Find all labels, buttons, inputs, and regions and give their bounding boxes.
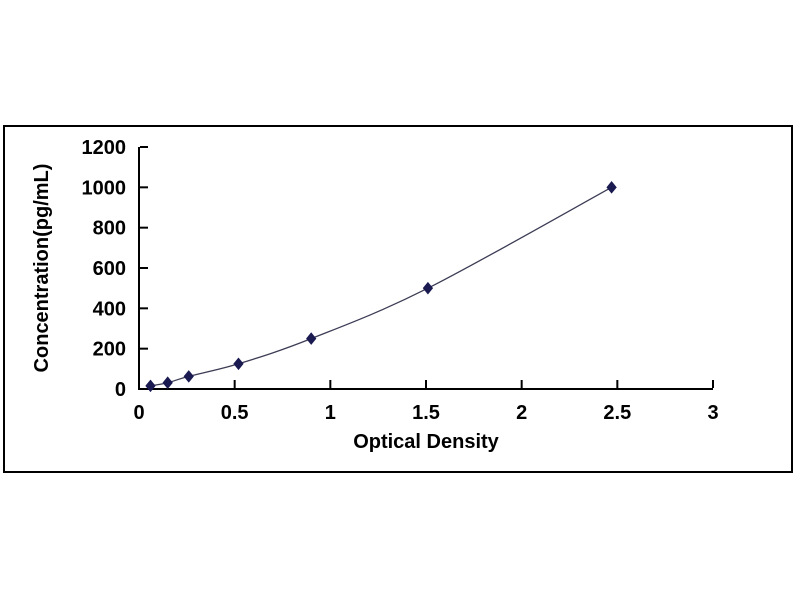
data-point-marker (145, 379, 156, 393)
x-tick-label: 2 (516, 402, 527, 424)
data-point-marker (306, 332, 317, 345)
y-tick-label: 600 (93, 258, 126, 280)
y-tick-label: 200 (93, 339, 126, 361)
data-point-marker (233, 357, 244, 371)
plot-border (3, 125, 793, 473)
data-point-marker (422, 281, 434, 295)
y-axis-title: Concentration(pg/mL) (31, 163, 53, 373)
x-tick-label: 2.5 (603, 402, 631, 424)
curve-line (150, 186, 612, 387)
x-tick-label: 1.5 (412, 402, 440, 424)
y-tick-label: 400 (93, 298, 126, 320)
y-tick-label: 1200 (82, 137, 127, 159)
data-point-marker (162, 376, 173, 389)
y-tick-label: 800 (93, 218, 126, 240)
x-axis-title: Optical Density (353, 431, 499, 453)
x-tick-label: 0.5 (221, 402, 249, 424)
data-point-marker (606, 181, 617, 194)
y-tick-label: 0 (115, 379, 126, 401)
x-tick-label: 3 (707, 402, 718, 424)
x-tick-label: 1 (325, 402, 336, 424)
y-tick-label: 1000 (82, 177, 127, 199)
data-point-marker (183, 370, 194, 383)
x-tick-label: 0 (133, 402, 144, 424)
